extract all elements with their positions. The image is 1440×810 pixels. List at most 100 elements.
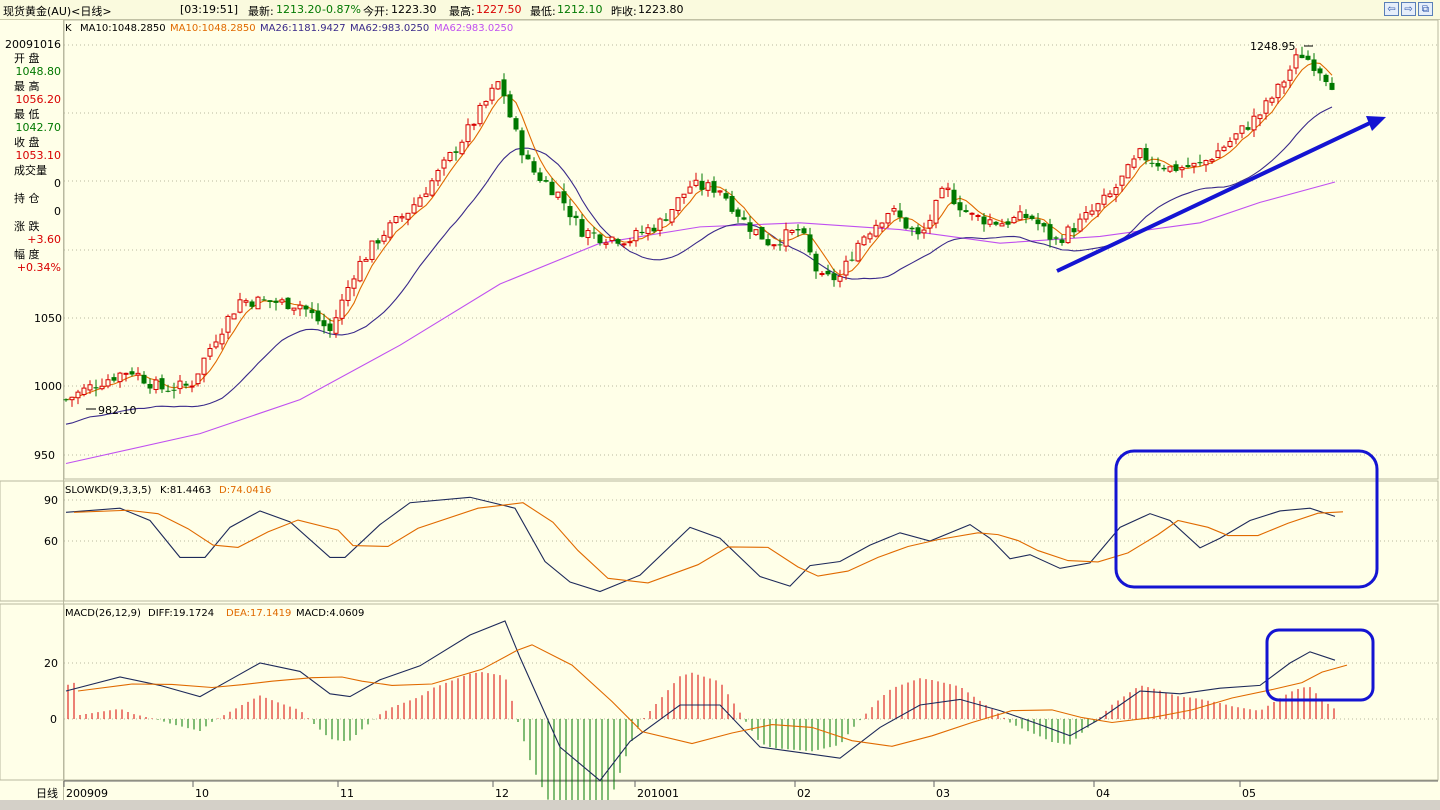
- candle-up: [1263, 100, 1269, 114]
- candle-up: [393, 216, 399, 223]
- restore-window-icon[interactable]: ⧉: [1418, 2, 1433, 16]
- candle-down: [249, 301, 255, 307]
- close-label: 收 盘: [14, 136, 40, 149]
- candle-down: [711, 181, 717, 193]
- amplitude-label: 幅 度: [14, 248, 40, 261]
- candle-up: [1281, 81, 1287, 88]
- x-axis-label: 11: [340, 787, 354, 800]
- candle-up: [933, 199, 939, 224]
- candle-up: [351, 278, 357, 289]
- next-arrow-icon[interactable]: ⇨: [1401, 2, 1416, 16]
- candle-down: [1053, 237, 1059, 239]
- candle-up: [429, 180, 435, 196]
- change-label: 涨 跌: [14, 220, 40, 233]
- price-tick-label: 1000: [34, 380, 62, 393]
- candle-up: [705, 182, 711, 191]
- high-value: 1227.50: [476, 3, 522, 16]
- candle-up: [369, 240, 375, 260]
- title-bar: 现货黄金(AU)<日线> [03:19:51] 最新: 1213.20 -0.8…: [0, 0, 1440, 20]
- candle-up: [153, 379, 159, 390]
- candle-up: [231, 313, 237, 320]
- price-tick-label: 950: [34, 449, 55, 462]
- candle-up: [975, 215, 981, 218]
- candle-down: [993, 221, 999, 225]
- candle-up: [237, 299, 243, 313]
- candle-up: [1137, 148, 1143, 159]
- latest-value: 1213.20: [276, 3, 322, 16]
- position-value: 0: [54, 205, 61, 218]
- candle-up: [279, 299, 285, 303]
- candle-down: [513, 118, 519, 130]
- candle-up: [1233, 133, 1239, 140]
- candle-down: [453, 151, 459, 153]
- candle-down: [1041, 223, 1047, 227]
- high-value: 1056.20: [15, 93, 62, 106]
- candle-down: [615, 239, 621, 244]
- candle-up: [921, 229, 927, 234]
- prev-label: 昨收:: [611, 5, 637, 18]
- candle-down: [729, 195, 735, 212]
- candle-down: [795, 229, 801, 231]
- x-axis-label: 04: [1096, 787, 1110, 800]
- candle-down: [315, 310, 321, 322]
- candle-up: [1215, 150, 1221, 158]
- candlesticks: [63, 46, 1335, 407]
- candle-down: [765, 239, 771, 246]
- candle-up: [357, 260, 363, 282]
- candle-down: [1071, 228, 1077, 233]
- ma10-legend: MA10:1048.2850: [80, 23, 166, 34]
- k-label: K: [65, 23, 72, 34]
- candle-up: [843, 260, 849, 276]
- change-pct: -0.87%: [322, 3, 361, 16]
- candle-down: [777, 244, 783, 246]
- candle-down: [1323, 74, 1329, 83]
- candle-down: [147, 383, 153, 389]
- candle-up: [435, 169, 441, 182]
- candle-down: [801, 228, 807, 234]
- candle-down: [141, 374, 147, 384]
- candle-down: [957, 202, 963, 211]
- macd-title: MACD(26,12,9): [65, 608, 141, 619]
- macd-tick-label: 0: [50, 713, 57, 726]
- candle-up: [873, 224, 879, 237]
- max-price-label: 1248.95: [1250, 40, 1296, 53]
- candle-down: [267, 300, 273, 302]
- candle-down: [903, 217, 909, 229]
- low-value: 1212.10: [557, 3, 603, 16]
- candle-down: [309, 309, 315, 314]
- status-bar: [0, 800, 1440, 810]
- kd-d-series: [73, 502, 1344, 584]
- candle-up: [1065, 226, 1071, 244]
- candle-up: [339, 299, 345, 319]
- candle-up: [1203, 159, 1209, 166]
- candle-down: [849, 259, 855, 261]
- candle-down: [171, 389, 177, 391]
- candle-up: [189, 385, 195, 388]
- candle-down: [573, 215, 579, 219]
- prev-arrow-icon[interactable]: ⇦: [1384, 2, 1399, 16]
- candle-up: [1131, 158, 1137, 168]
- x-axis-label: 201001: [637, 787, 679, 800]
- x-axis-label: 10: [195, 787, 209, 800]
- candle-up: [627, 241, 633, 244]
- grid-lines: [0, 19, 1439, 782]
- candle-down: [747, 222, 753, 232]
- candle-up: [75, 391, 81, 399]
- candle-up: [1101, 194, 1107, 205]
- candle-up: [1167, 166, 1173, 172]
- candle-up: [363, 259, 369, 262]
- ma62-legend: MA62:983.0250: [350, 23, 429, 34]
- candle-up: [483, 100, 489, 106]
- candle-up: [495, 81, 501, 90]
- candle-down: [723, 193, 729, 199]
- candle-down: [1245, 127, 1251, 130]
- amplitude-value: +0.34%: [16, 261, 61, 274]
- x-axis-label: 03: [936, 787, 950, 800]
- kd-k-legend: K:81.4463: [160, 485, 211, 496]
- min-price-label: 982.10: [98, 404, 137, 417]
- low-label: 最低:: [530, 5, 556, 18]
- candle-down: [1329, 82, 1335, 90]
- candle-down: [567, 206, 573, 218]
- kd-tick-label: 60: [44, 535, 58, 548]
